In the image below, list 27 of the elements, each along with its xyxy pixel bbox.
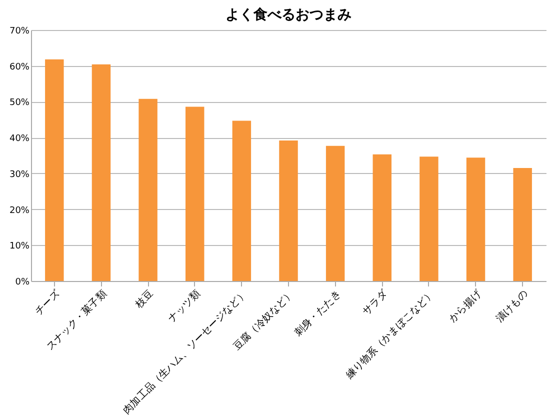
bar [45,59,64,281]
x-tick-label: サラダ [360,287,391,318]
y-tick-label: 0% [15,278,30,288]
bar [186,106,204,281]
y-tick-label: 10% [9,242,30,252]
bar [138,98,158,281]
x-tick-label: 漬けもの [494,288,530,325]
bar [279,140,298,281]
x-tick-label: 枝豆 [132,288,156,312]
x-tick-label: 刺身・たたき [292,288,344,339]
y-tick-label: 40% [9,134,30,144]
y-tick-label: 20% [9,206,30,216]
y-tick-label: 30% [9,170,30,180]
chart-title: よく食べるおつまみ [226,7,352,23]
x-tick-label: ナッツ類 [166,288,203,325]
bar [92,64,111,281]
bar [420,156,438,281]
bar [372,154,392,281]
bar [513,168,532,281]
x-tick-label: から揚げ [446,287,484,325]
y-tick-label: 50% [9,98,30,108]
bar [232,120,252,281]
x-tick-label: チーズ [32,287,63,318]
y-tick-label: 60% [9,62,30,72]
y-tick-label: 70% [9,26,30,36]
bar [466,158,486,281]
bar [326,146,345,281]
